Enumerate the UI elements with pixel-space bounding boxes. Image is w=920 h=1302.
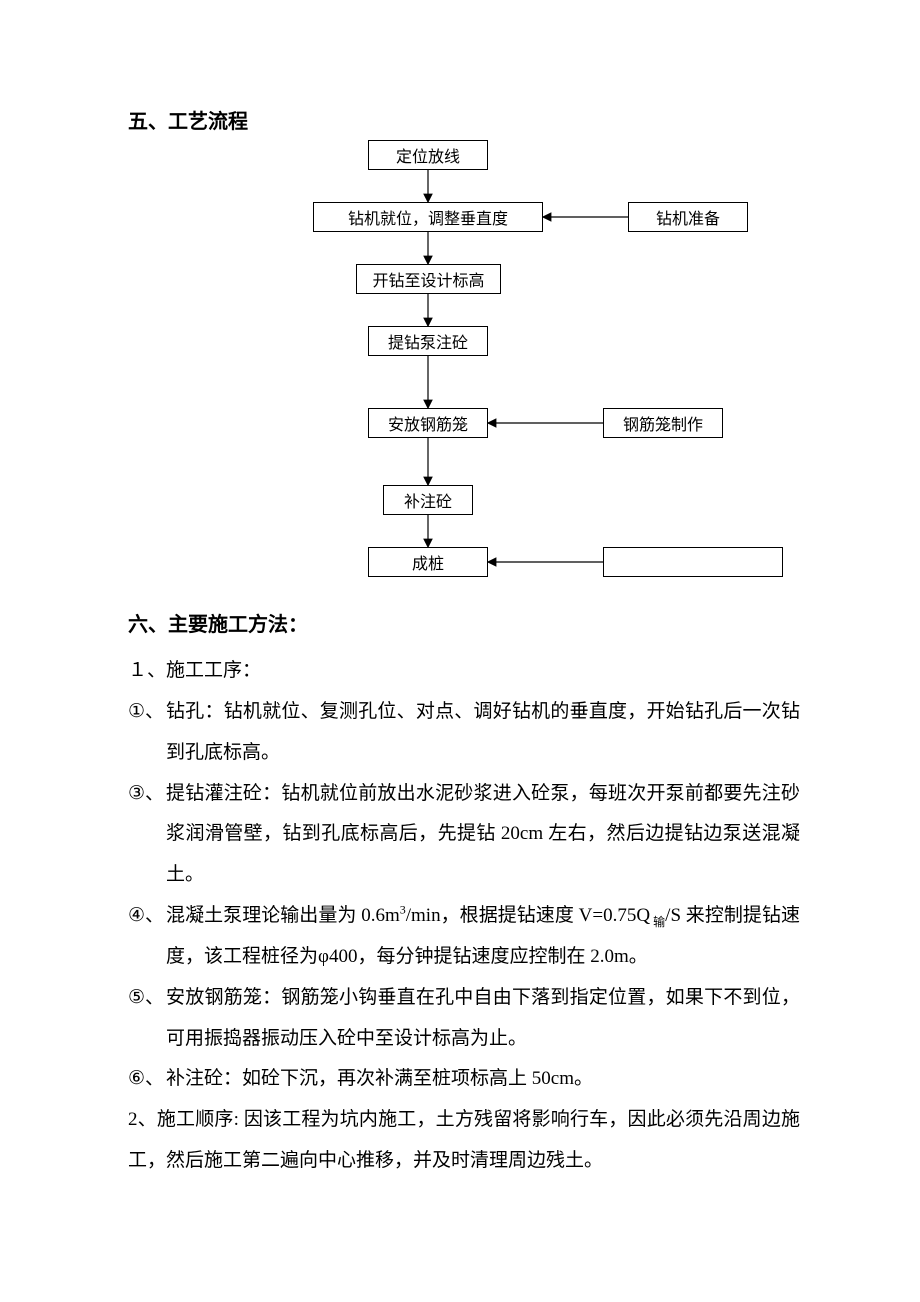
para-3-text: 提钻灌注砼：钻机就位前放出水泥砂浆进入砼泵，每班次开泵前都要先注砂浆润滑管壁，钻…: [166, 774, 800, 897]
para-1-text: 钻孔：钻机就位、复测孔位、对点、调好钻机的垂直度，开始钻孔后一次钻到孔底标高。: [166, 692, 800, 774]
para-4-sub: 输: [650, 915, 665, 929]
fc-node-n5: 安放钢筋笼: [368, 408, 488, 438]
para-1: ①、 钻孔：钻机就位、复测孔位、对点、调好钻机的垂直度，开始钻孔后一次钻到孔底标…: [128, 692, 800, 774]
section-6-heading: 六、主要施工方法：: [128, 608, 800, 637]
body-text: １、施工工序： ①、 钻孔：钻机就位、复测孔位、对点、调好钻机的垂直度，开始钻孔…: [128, 651, 800, 1182]
fc-node-s1: 钻机准备: [628, 202, 748, 232]
para-5-text: 安放钢筋笼：钢筋笼小钩垂直在孔中自由下落到指定位置，如果下不到位，可用振捣器振动…: [166, 978, 800, 1060]
para-3-marker: ③、: [128, 774, 166, 897]
para-4-marker: ④、: [128, 896, 166, 978]
para-7: 2、施工顺序: 因该工程为坑内施工，土方残留将影响行车，因此必须先沿周边施工，然…: [128, 1100, 800, 1182]
fc-node-s2: 钢筋笼制作: [603, 408, 723, 438]
para-6-text: 补注砼：如砼下沉，再次补满至桩项标高上 50cm。: [166, 1059, 800, 1100]
para-5: ⑤、 安放钢筋笼：钢筋笼小钩垂直在孔中自由下落到指定位置，如果下不到位，可用振捣…: [128, 978, 800, 1060]
fc-node-n3: 开钻至设计标高: [356, 264, 501, 294]
fc-node-s3: [603, 547, 783, 577]
para-4-b: /min，根据提钻速度 V=0.75Q: [406, 905, 650, 926]
para-4-a: 混凝土泵理论输出量为 0.6m: [166, 905, 400, 926]
process-flowchart: 定位放线钻机就位，调整垂直度开钻至设计标高提钻泵注砼安放钢筋笼补注砼成桩 钻机准备…: [208, 140, 800, 590]
para-4-text: 混凝土泵理论输出量为 0.6m3/min，根据提钻速度 V=0.75Q 输/S …: [166, 896, 800, 978]
para-6-marker: ⑥、: [128, 1059, 166, 1100]
para-3: ③、 提钻灌注砼：钻机就位前放出水泥砂浆进入砼泵，每班次开泵前都要先注砂浆润滑管…: [128, 774, 800, 897]
para-6: ⑥、 补注砼：如砼下沉，再次补满至桩项标高上 50cm。: [128, 1059, 800, 1100]
para-1-marker: ①、: [128, 692, 166, 774]
fc-node-n4: 提钻泵注砼: [368, 326, 488, 356]
fc-node-n2: 钻机就位，调整垂直度: [313, 202, 543, 232]
para-5-marker: ⑤、: [128, 978, 166, 1060]
fc-node-n7: 成桩: [368, 547, 488, 577]
para-4: ④、 混凝土泵理论输出量为 0.6m3/min，根据提钻速度 V=0.75Q 输…: [128, 896, 800, 978]
section-5-heading: 五、工艺流程: [128, 105, 800, 134]
fc-node-n1: 定位放线: [368, 140, 488, 170]
line-1: １、施工工序：: [128, 651, 800, 692]
fc-node-n6: 补注砼: [383, 485, 473, 515]
